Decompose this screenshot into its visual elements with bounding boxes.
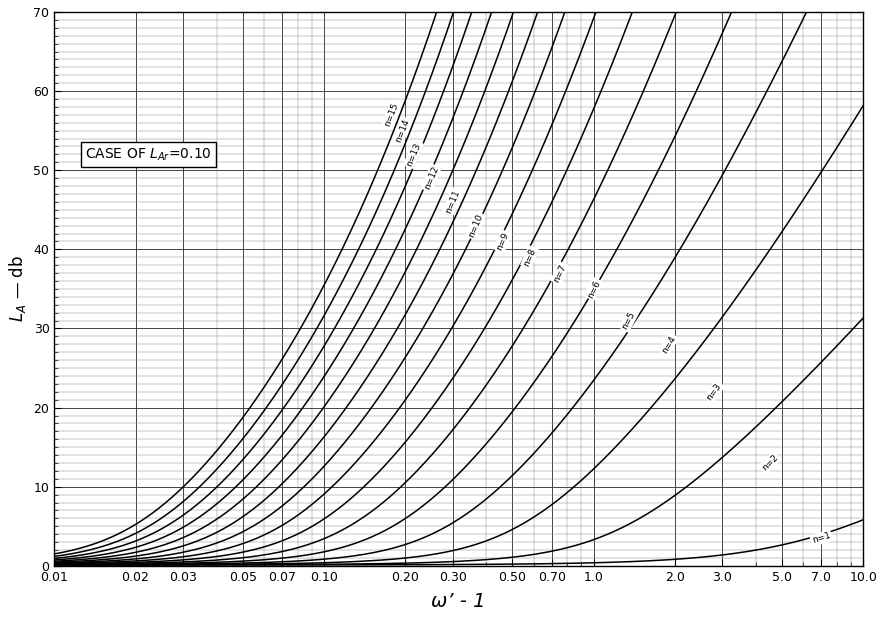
Text: n=5: n=5	[621, 310, 637, 331]
Text: n=8: n=8	[522, 247, 537, 268]
Text: n=3: n=3	[705, 381, 723, 402]
Text: n=9: n=9	[495, 231, 511, 252]
X-axis label: ω’ - 1: ω’ - 1	[431, 592, 486, 611]
Text: n=12: n=12	[423, 165, 440, 191]
Text: n=11: n=11	[444, 188, 461, 215]
Text: n=1: n=1	[811, 531, 832, 545]
Text: n=15: n=15	[383, 101, 400, 128]
Text: n=4: n=4	[660, 334, 677, 355]
Text: n=7: n=7	[552, 263, 568, 284]
Text: CASE OF $L_{Ar}$=0.10: CASE OF $L_{Ar}$=0.10	[85, 146, 212, 163]
Y-axis label: $L_A$ — db: $L_A$ — db	[7, 255, 28, 323]
Text: n=6: n=6	[585, 278, 602, 299]
Text: n=10: n=10	[467, 213, 484, 239]
Text: n=13: n=13	[405, 142, 423, 167]
Text: n=14: n=14	[393, 117, 411, 144]
Text: n=2: n=2	[759, 453, 780, 473]
